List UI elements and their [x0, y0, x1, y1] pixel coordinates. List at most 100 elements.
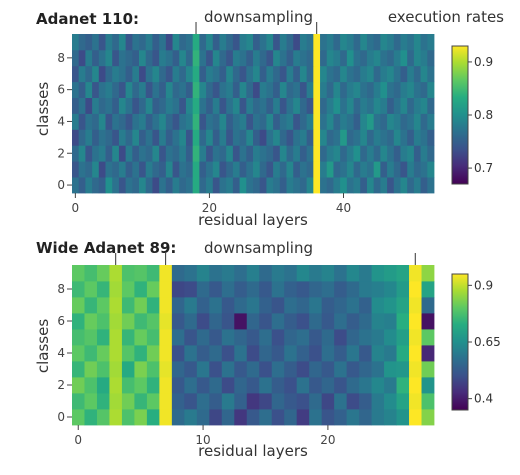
heatmap-2-cell-r9-c12: [221, 265, 235, 282]
heatmap-2-cell-r0-c5: [134, 409, 148, 426]
heatmap-1-cell-r3-c21: [212, 129, 220, 146]
heatmap-1-cell-r5-c4: [98, 97, 106, 114]
heatmap-1-cell-r0-c32: [286, 177, 294, 194]
heatmap-1-cell-r4-c38: [326, 113, 334, 130]
heatmap-1-cell-r8-c3: [92, 49, 100, 67]
panel-1-x-axis-label: residual layers: [198, 211, 308, 229]
colorbar-1-gradient: [451, 45, 469, 185]
heatmap-2-cell-r3-c21: [334, 361, 348, 378]
heatmap-1-cell-r3-c13: [159, 129, 167, 146]
heatmap-2-cell-r8-c7: [159, 281, 173, 298]
heatmap-1-cell-r2-c8: [125, 145, 133, 162]
heatmap-2-cell-r7-c12: [221, 297, 235, 314]
heatmap-2-cell-r6-c16: [271, 313, 285, 330]
heatmap-2-cell-r8-c25: [384, 281, 397, 298]
heatmap-1-cell-r6-c45: [373, 81, 381, 98]
heatmap-2-cell-r5-c3: [109, 329, 123, 346]
heatmap-2-cell-r1-c3: [109, 393, 123, 410]
heatmap-2-cell-r7-c28: [421, 297, 435, 314]
heatmap-1-cell-r4-c20: [206, 113, 214, 130]
heatmap-2-cell-r8-c11: [209, 281, 223, 298]
colorbar-1-tick-label-2: 0.7: [474, 161, 493, 175]
heatmap-2-cell-r6-c23: [359, 313, 372, 330]
heatmap-2-cell-r8-c13: [234, 281, 248, 298]
heatmap-1-cell-r1-c22: [219, 161, 227, 178]
heatmap-2-cell-r3-c9: [184, 361, 198, 378]
heatmap-1-cell-r0-c21: [212, 177, 220, 194]
heatmap-1-cell-r8-c36: [313, 49, 321, 67]
heatmap-1-cell-r5-c6: [112, 97, 120, 114]
heatmap-1-cell-r5-c1: [78, 97, 86, 114]
heatmap-1-cell-r3-c31: [279, 129, 287, 146]
heatmap-1-cell-r8-c12: [152, 49, 160, 67]
heatmap-1-cell-r2-c18: [192, 145, 200, 162]
heatmap-1-cell-r7-c35: [306, 65, 314, 83]
heatmap-1-cell-r5-c49: [400, 97, 408, 114]
heatmap-1-cell-r3-c25: [239, 129, 247, 146]
heatmap-1-cell-r6-c7: [118, 81, 127, 98]
heatmap-1-cell-r2-c50: [407, 145, 415, 162]
heatmap-1-cell-r2-c36: [313, 145, 321, 162]
heatmap-2-cell-r8-c21: [334, 281, 348, 298]
heatmap-1-cell-r0-c50: [407, 177, 415, 194]
heatmap-1-cell-r5-c8: [125, 97, 133, 114]
heatmap-2-cell-r4-c9: [184, 345, 198, 362]
heatmap-2-cell-r6-c20: [321, 313, 335, 330]
heatmap-2-cell-r9-c6: [146, 265, 160, 282]
heatmap-1-cell-r9-c26: [246, 34, 254, 51]
heatmap-1-cell-r7-c1: [78, 65, 86, 83]
heatmap-2-cell-r7-c25: [384, 297, 397, 314]
heatmap-1-cell-r1-c26: [246, 161, 254, 178]
heatmap-2-cell-r9-c16: [271, 265, 285, 282]
heatmap-2-cell-r4-c11: [209, 345, 223, 362]
heatmap-1-cell-r5-c29: [266, 97, 274, 114]
heatmap-2-cell-r4-c26: [396, 345, 410, 362]
heatmap-1-cell-r4-c24: [232, 113, 240, 130]
heatmap-1-cell-r6-c20: [206, 81, 214, 98]
heatmap-2-cell-r3-c4: [121, 361, 135, 378]
heatmap-2-cell-r1-c24: [371, 393, 385, 410]
heatmap-2-cell-r2-c28: [421, 377, 435, 394]
heatmap-1-cell-r6-c46: [380, 81, 388, 98]
panel-1-execution-rates-annotation: execution rates: [388, 8, 504, 26]
heatmap-1-cell-r8-c43: [360, 49, 368, 67]
heatmap-1-cell-r4-c50: [407, 113, 415, 130]
heatmap-1-cell-r9-c47: [387, 34, 395, 51]
y-tick-label-2-1: 2: [57, 378, 65, 392]
heatmap-2-cell-r4-c5: [134, 345, 148, 362]
heatmap-1-cell-r3-c33: [293, 129, 301, 146]
heatmap-1-cell-r1-c28: [259, 161, 267, 178]
heatmap-1-cell-r7-c34: [299, 65, 308, 83]
heatmap-2-cell-r9-c18: [296, 265, 310, 282]
heatmap-1-x-ticks: 0 20 40: [72, 193, 351, 215]
heatmap-2-cell-r4-c13: [234, 345, 248, 362]
heatmap-2-cell-r5-c4: [121, 329, 135, 346]
heatmap-1-cell-r4-c43: [360, 113, 368, 130]
heatmap-1-cell-r0-c43: [360, 177, 368, 194]
heatmap-2-cell-r3-c8: [171, 361, 185, 378]
heatmap-1-cell-r6-c47: [387, 81, 395, 98]
heatmap-1-cell-r8-c38: [326, 49, 334, 67]
heatmap-2-cell-r0-c12: [221, 409, 235, 426]
heatmap-1-cell-r6-c12: [152, 81, 160, 98]
heatmap-1-cell-r6-c17: [185, 81, 194, 98]
heatmap-2-cell-r7-c8: [171, 297, 185, 314]
heatmap-2-cell-r7-c4: [121, 297, 135, 314]
heatmap-1-cell-r3-c50: [407, 129, 415, 146]
heatmap-1-cell-r7-c44: [366, 65, 375, 83]
heatmap-1-cell-r0-c23: [226, 177, 234, 194]
heatmap-1-cell-r4-c45: [373, 113, 381, 130]
heatmap-2-cell-r2-c22: [346, 377, 360, 394]
heatmap-1-cell-r5-c36: [313, 97, 321, 114]
heatmap-1-cell-r1-c44: [366, 161, 375, 178]
y-tick-label-2-4: 8: [57, 282, 65, 296]
heatmap-1-cell-r1-c17: [185, 161, 194, 178]
heatmap-1-cell-r2-c39: [333, 145, 341, 162]
heatmap-2-cell-r0-c11: [209, 409, 223, 426]
heatmap-1-cell-r6-c16: [179, 81, 187, 98]
heatmap-1-cell-r1-c16: [179, 161, 187, 178]
heatmap-1-cell-r1-c6: [112, 161, 120, 178]
heatmap-2-cell-r2-c11: [209, 377, 223, 394]
heatmap-1-cell-r4-c53: [427, 113, 435, 130]
